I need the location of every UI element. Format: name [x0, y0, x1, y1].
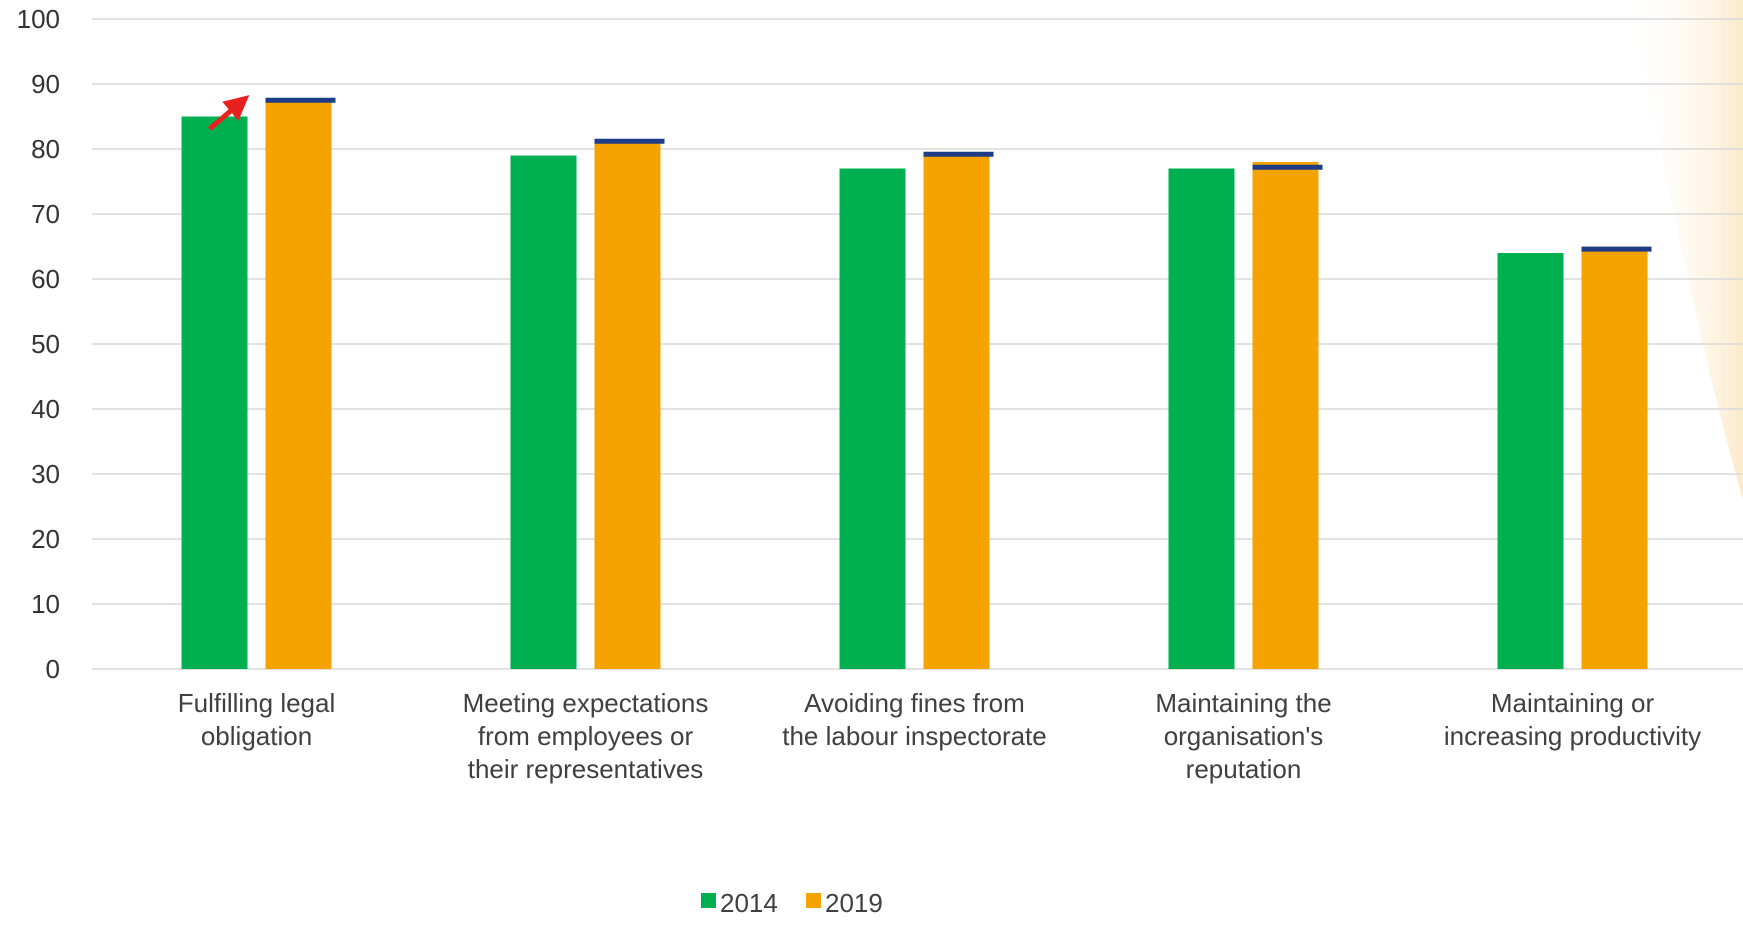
y-tick-label: 90	[31, 69, 60, 99]
y-axis-ticks: 0 10 20 30 40 50 60 70 80 90 100	[17, 4, 60, 684]
x-category-label: from employees or	[478, 721, 694, 751]
trend-arrow	[207, 95, 250, 131]
legend-label: 2019	[825, 888, 883, 918]
bar-2014-0	[181, 116, 248, 669]
y-tick-label: 70	[31, 199, 60, 229]
legend-label: 2014	[720, 888, 778, 918]
bar-2014-4	[1497, 253, 1564, 669]
y-tick-label: 40	[31, 394, 60, 424]
x-category-label: the labour inspectorate	[782, 721, 1047, 751]
x-category-label: obligation	[201, 721, 312, 751]
bars	[181, 100, 1648, 669]
y-tick-label: 50	[31, 329, 60, 359]
bar-2014-2	[839, 168, 906, 669]
bar-2019-4	[1581, 246, 1648, 669]
x-category-label: organisation's	[1164, 721, 1324, 751]
x-category-label: Maintaining or	[1491, 688, 1655, 718]
x-category-label: their representatives	[468, 754, 704, 784]
bar-2019-2	[923, 155, 990, 669]
x-category-label: Fulfilling legal	[178, 688, 336, 718]
x-category-label: Avoiding fines from	[804, 688, 1025, 718]
legend: 2014 2019	[701, 888, 883, 918]
background-accent	[1630, 0, 1743, 500]
marker-lines	[265, 97, 1652, 252]
x-category-label: reputation	[1186, 754, 1302, 784]
bar-2019-3	[1252, 162, 1319, 669]
y-tick-label: 0	[46, 654, 60, 684]
bar-2019-1	[594, 142, 661, 669]
gridlines	[92, 18, 1743, 670]
x-category-label: Maintaining the	[1155, 688, 1331, 718]
x-category-label: Meeting expectations	[463, 688, 709, 718]
x-category-label: increasing productivity	[1444, 721, 1701, 751]
y-tick-label: 60	[31, 264, 60, 294]
y-tick-label: 100	[17, 4, 60, 34]
y-tick-label: 10	[31, 589, 60, 619]
bar-2014-3	[1168, 168, 1235, 669]
legend-swatch-2014	[701, 893, 716, 908]
y-tick-label: 30	[31, 459, 60, 489]
bar-2019-0	[265, 100, 332, 669]
y-tick-label: 80	[31, 134, 60, 164]
annotation-layer	[207, 95, 250, 131]
bar-2014-1	[510, 155, 577, 669]
y-tick-label: 20	[31, 524, 60, 554]
legend-swatch-2019	[806, 893, 821, 908]
